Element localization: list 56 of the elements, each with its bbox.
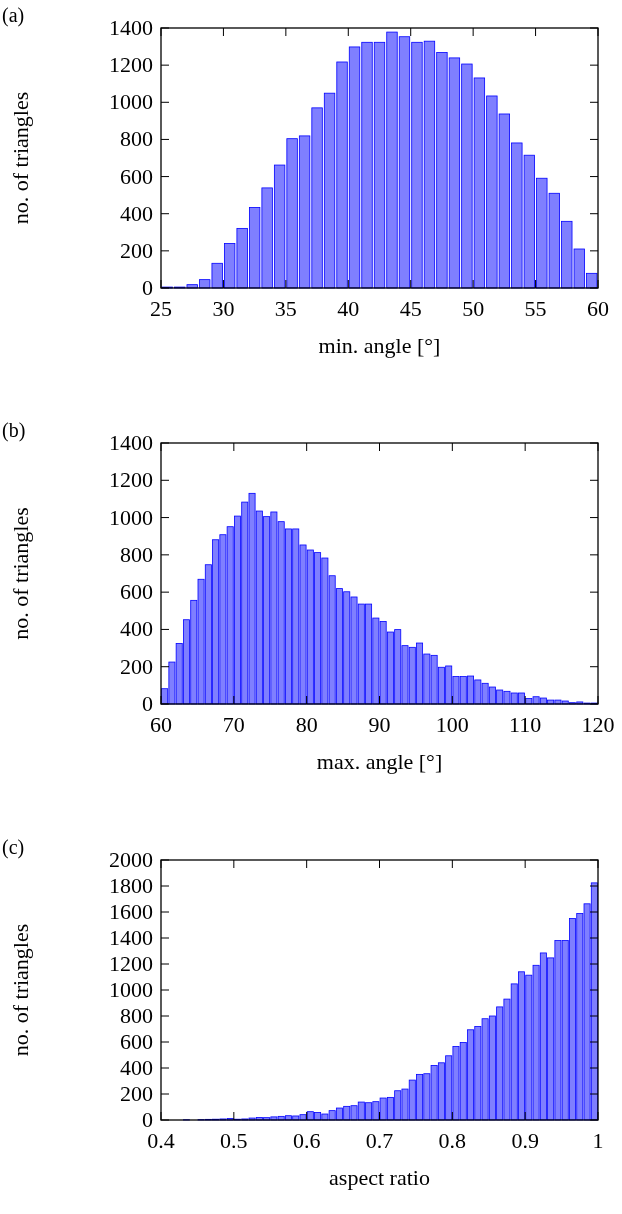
- x-tick-label: 0.8: [438, 1128, 467, 1153]
- y-tick-label: 1400: [109, 15, 153, 40]
- x-tick-label: 0.5: [220, 1128, 248, 1153]
- y-axis-title: no. of triangles: [8, 507, 33, 640]
- y-tick-label: 200: [120, 653, 153, 679]
- y-tick-label: 800: [120, 541, 153, 567]
- x-tick-label: 90: [368, 712, 391, 737]
- x-tick-label: 55: [524, 296, 547, 321]
- x-tick-label: 70: [222, 712, 245, 737]
- y-tick-label: 0: [142, 691, 153, 716]
- y-tick-label: 400: [120, 1055, 153, 1080]
- x-tick-label: 100: [435, 712, 469, 737]
- y-tick-label: 0: [142, 275, 153, 300]
- x-tick-label: 60: [150, 712, 172, 737]
- y-tick-label: 800: [120, 1003, 153, 1028]
- y-tick-label: 1400: [109, 430, 153, 455]
- x-axis-title: max. angle [°]: [316, 749, 443, 774]
- y-tick-label: 1000: [109, 977, 153, 1002]
- y-tick-label: 1000: [109, 504, 153, 530]
- y-tick-label: 400: [120, 200, 153, 226]
- y-tick-label: 1800: [109, 873, 153, 898]
- y-tick-label: 1200: [109, 951, 153, 976]
- x-tick-label: 80: [295, 712, 318, 737]
- y-tick-label: 600: [120, 579, 153, 605]
- y-tick-label: 1000: [109, 89, 153, 115]
- y-tick-label: 200: [120, 1081, 153, 1106]
- x-axis-title: min. angle [°]: [318, 333, 441, 358]
- x-tick-label: 35: [274, 296, 297, 321]
- y-tick-label: 600: [120, 1029, 153, 1054]
- y-tick-label: 1200: [109, 467, 153, 493]
- y-tick-label: 1400: [109, 925, 153, 950]
- y-tick-label: 200: [120, 237, 153, 263]
- x-tick-label: 45: [399, 296, 422, 321]
- x-tick-label: 120: [581, 712, 615, 737]
- y-tick-label: 1600: [109, 899, 153, 924]
- text: (c): [2, 836, 25, 859]
- text: (b): [2, 419, 26, 442]
- x-tick-label: 0.7: [365, 1128, 394, 1153]
- x-tick-label: 40: [337, 296, 360, 321]
- x-tick-label: 50: [462, 296, 485, 321]
- text: (a): [2, 4, 25, 27]
- x-axis-title: aspect ratio: [329, 1165, 430, 1190]
- x-tick-label: 110: [509, 712, 542, 737]
- x-tick-label: 25: [150, 296, 172, 321]
- y-axis-title: no. of triangles: [8, 91, 33, 225]
- y-tick-label: 400: [120, 616, 153, 642]
- x-tick-label: 30: [212, 296, 235, 321]
- x-tick-label: 0.9: [511, 1128, 539, 1153]
- y-tick-label: 800: [120, 126, 153, 152]
- x-tick-label: 1: [592, 1128, 604, 1153]
- y-axis-title: no. of triangles: [8, 923, 33, 1057]
- y-tick-label: 2000: [109, 847, 153, 872]
- x-tick-label: 0.6: [292, 1128, 321, 1153]
- y-tick-label: 600: [120, 163, 153, 189]
- y-tick-label: 1200: [109, 52, 153, 78]
- x-tick-label: 60: [587, 296, 609, 321]
